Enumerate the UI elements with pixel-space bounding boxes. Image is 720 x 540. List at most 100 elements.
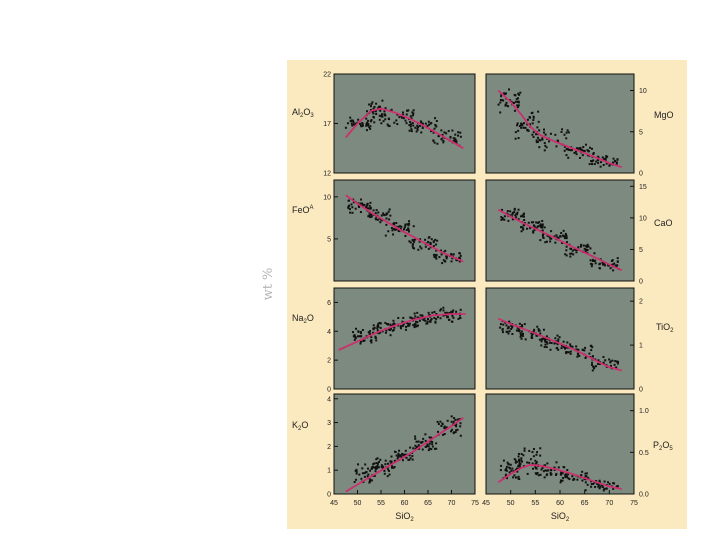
data-point bbox=[379, 109, 382, 112]
data-point bbox=[572, 478, 575, 481]
plot-area bbox=[333, 179, 476, 282]
data-point bbox=[550, 230, 553, 233]
data-point bbox=[435, 249, 438, 252]
data-point bbox=[357, 330, 360, 333]
data-point bbox=[518, 462, 521, 465]
data-point bbox=[531, 336, 534, 339]
data-point bbox=[417, 126, 420, 129]
data-point bbox=[519, 91, 522, 94]
data-point bbox=[369, 127, 372, 130]
data-point bbox=[413, 326, 416, 329]
data-point bbox=[557, 466, 560, 469]
data-point bbox=[601, 156, 604, 159]
data-point bbox=[554, 337, 557, 340]
data-point bbox=[441, 423, 444, 426]
data-point bbox=[458, 418, 461, 421]
data-point bbox=[435, 447, 438, 450]
data-point bbox=[567, 351, 570, 354]
data-point bbox=[544, 241, 547, 244]
data-point bbox=[538, 129, 541, 132]
data-point bbox=[565, 475, 568, 478]
data-point bbox=[591, 263, 594, 266]
data-point bbox=[503, 218, 506, 221]
data-point bbox=[569, 149, 572, 152]
x-tick-label: 75 bbox=[630, 500, 638, 507]
x-tick-label: 50 bbox=[354, 500, 362, 507]
data-point bbox=[517, 328, 520, 331]
data-point bbox=[577, 246, 580, 249]
data-point bbox=[542, 470, 545, 473]
data-point bbox=[533, 328, 536, 331]
data-point bbox=[509, 210, 512, 213]
data-point bbox=[602, 164, 605, 167]
data-point bbox=[433, 141, 436, 144]
data-point bbox=[455, 423, 458, 426]
data-point bbox=[389, 327, 392, 330]
data-point bbox=[353, 338, 356, 341]
data-point bbox=[415, 130, 418, 133]
data-point bbox=[373, 326, 376, 329]
data-point bbox=[382, 212, 385, 215]
data-point bbox=[543, 476, 546, 479]
data-point bbox=[361, 122, 364, 125]
data-point bbox=[426, 320, 429, 323]
data-point bbox=[572, 477, 575, 480]
data-point bbox=[389, 323, 392, 326]
data-point bbox=[377, 460, 380, 463]
data-point bbox=[404, 224, 407, 227]
data-point bbox=[585, 355, 588, 358]
data-point bbox=[517, 129, 520, 132]
data-point bbox=[405, 229, 408, 232]
data-point bbox=[435, 243, 438, 246]
data-point bbox=[540, 226, 543, 229]
data-point bbox=[399, 327, 402, 330]
data-point bbox=[431, 445, 434, 448]
panel-p2o5: 0.0 0.5 1.0 45 50 55 60 65 70 75 SiO2 P2O5 bbox=[482, 393, 673, 523]
data-point bbox=[528, 449, 531, 452]
trend-line bbox=[345, 107, 464, 150]
x-tick-label: 65 bbox=[581, 500, 589, 507]
data-point bbox=[532, 131, 535, 134]
data-point bbox=[537, 225, 540, 228]
data-point bbox=[451, 311, 454, 314]
data-point bbox=[458, 260, 461, 263]
data-point bbox=[354, 469, 357, 472]
data-point bbox=[549, 471, 552, 474]
data-point bbox=[565, 137, 568, 140]
data-point bbox=[566, 469, 569, 472]
data-point bbox=[369, 108, 372, 111]
panel-label: K2O bbox=[292, 420, 308, 432]
data-point bbox=[417, 316, 420, 319]
data-point bbox=[590, 344, 593, 347]
data-point bbox=[372, 112, 375, 115]
data-point bbox=[446, 419, 449, 422]
data-points bbox=[497, 207, 623, 272]
plot-area bbox=[485, 73, 635, 174]
data-point bbox=[556, 334, 559, 337]
data-point bbox=[452, 316, 455, 319]
data-point bbox=[375, 458, 378, 461]
data-point bbox=[556, 343, 559, 346]
data-point bbox=[567, 131, 570, 134]
data-point bbox=[397, 324, 400, 327]
data-point bbox=[355, 468, 358, 471]
data-point bbox=[608, 482, 611, 485]
data-point bbox=[613, 262, 616, 265]
data-point bbox=[540, 344, 543, 347]
data-point bbox=[390, 226, 393, 229]
data-point bbox=[408, 454, 411, 457]
data-point bbox=[383, 469, 386, 472]
data-point bbox=[590, 349, 593, 352]
data-point bbox=[382, 465, 385, 468]
data-point bbox=[381, 330, 384, 333]
data-point bbox=[418, 447, 421, 450]
data-point bbox=[586, 243, 589, 246]
data-point bbox=[390, 461, 393, 464]
data-point bbox=[405, 122, 408, 125]
data-point bbox=[453, 417, 456, 420]
data-point bbox=[563, 235, 566, 238]
data-point bbox=[517, 455, 520, 458]
data-point bbox=[421, 122, 424, 125]
data-point bbox=[574, 248, 577, 251]
data-point bbox=[597, 362, 600, 365]
